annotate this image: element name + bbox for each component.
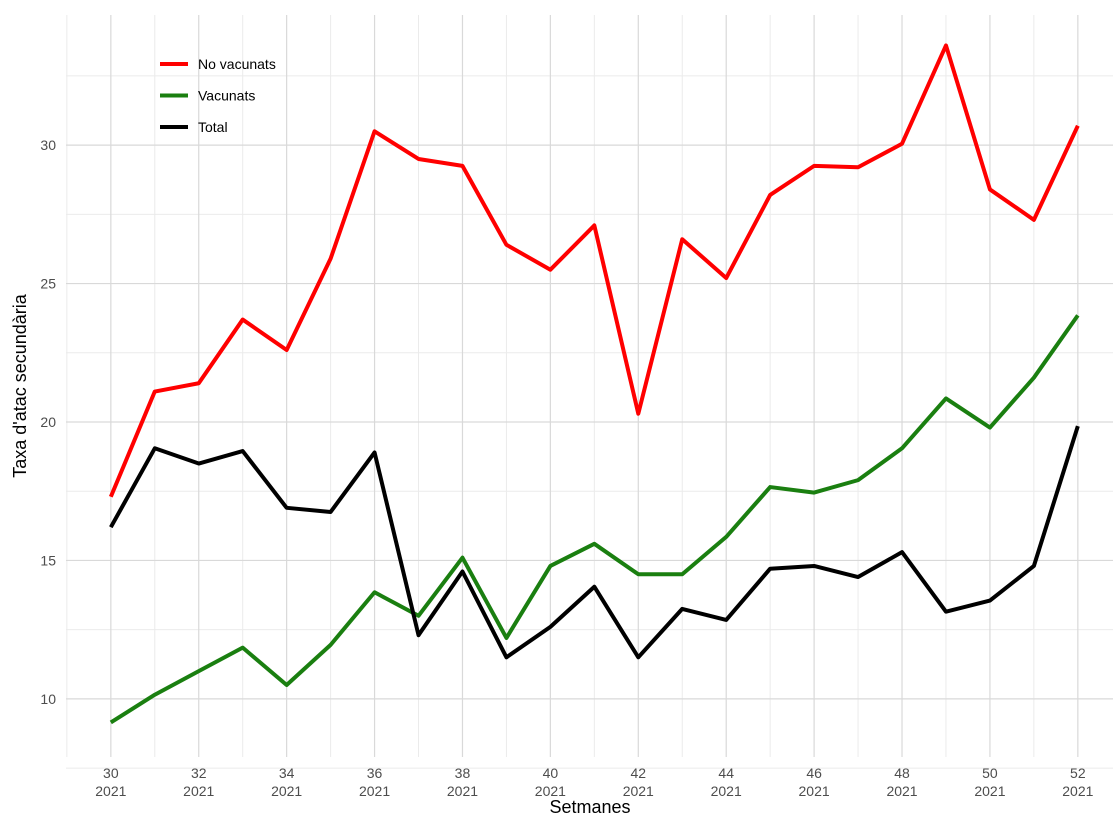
legend-label: Vacunats: [198, 88, 255, 104]
y-axis-title: Taxa d'atac secundària: [10, 293, 30, 478]
series-line: [109, 425, 1080, 660]
x-tick-label: 40 2021: [535, 765, 566, 799]
x-tick-label: 52 2021: [1062, 765, 1093, 799]
x-tick-label: 42 2021: [623, 765, 654, 799]
x-tick-label: 46 2021: [799, 765, 830, 799]
x-tick-label: 32 2021: [183, 765, 214, 799]
x-tick-label: 50 2021: [974, 765, 1005, 799]
x-tick-label: 30 2021: [95, 765, 126, 799]
x-tick-label: 38 2021: [447, 765, 478, 799]
plot: [108, 43, 1080, 725]
y-tick-label: 10: [40, 691, 56, 707]
x-axis-title: Setmanes: [549, 797, 630, 817]
legend-label: Total: [198, 119, 228, 135]
x-tick-label: 44 2021: [711, 765, 742, 799]
y-tick-label: 25: [40, 276, 56, 292]
x-tick-label: 48 2021: [886, 765, 917, 799]
legend-label: No vacunats: [198, 56, 276, 72]
series-line: [108, 43, 1080, 498]
y-tick-label: 20: [40, 414, 56, 430]
y-tick-label: 15: [40, 552, 56, 568]
grid: [66, 15, 1113, 769]
series-line: [109, 314, 1080, 725]
x-tick-label: 36 2021: [359, 765, 390, 799]
y-tick-label: 30: [40, 137, 56, 153]
x-tick-label: 34 2021: [271, 765, 302, 799]
